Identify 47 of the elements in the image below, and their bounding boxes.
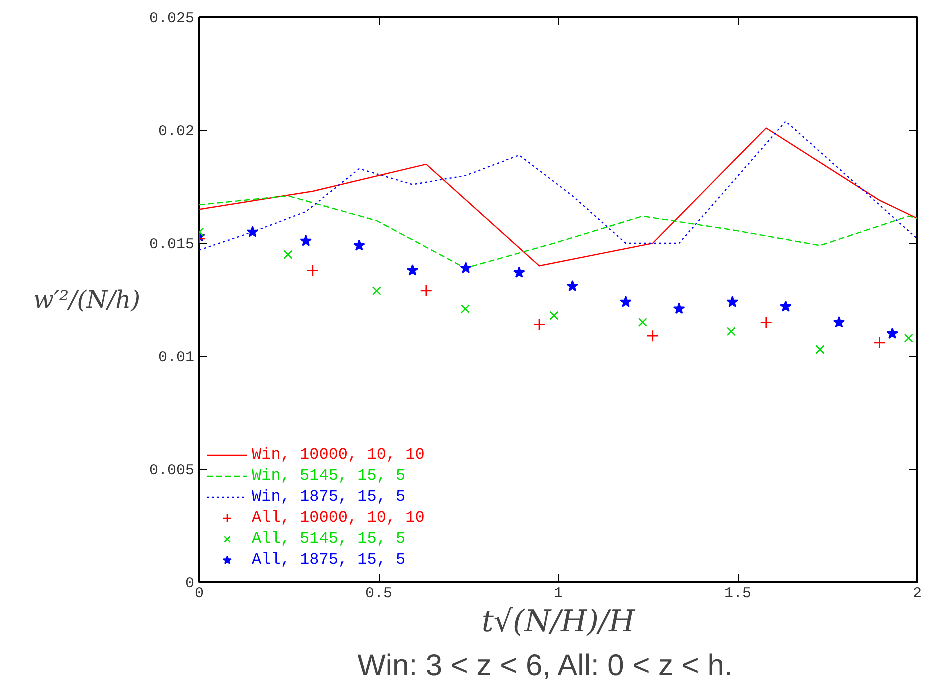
y-tick-label: 0.02 bbox=[158, 124, 195, 140]
point bbox=[816, 345, 825, 354]
point bbox=[420, 284, 433, 298]
point bbox=[460, 304, 470, 314]
point bbox=[284, 250, 293, 260]
point bbox=[460, 262, 472, 274]
point bbox=[904, 334, 914, 343]
legend-label: Win, 5145, 15, 5 bbox=[252, 467, 406, 485]
x-tick-label: 2 bbox=[913, 586, 922, 602]
line-series bbox=[200, 128, 918, 267]
point bbox=[673, 302, 686, 314]
x-axis-title: t√(N/H)/H bbox=[482, 604, 636, 640]
point bbox=[760, 316, 773, 329]
legend-label: All, 5145, 15, 5 bbox=[252, 530, 406, 548]
point bbox=[638, 318, 648, 328]
point bbox=[620, 296, 632, 308]
point bbox=[780, 300, 792, 312]
point bbox=[533, 318, 546, 332]
legend-label: All, 10000, 10, 10 bbox=[252, 509, 425, 527]
point bbox=[372, 286, 382, 296]
point bbox=[300, 235, 312, 246]
legend-label: Win, 1875, 15, 5 bbox=[252, 488, 406, 506]
point bbox=[874, 336, 886, 350]
y-tick-label: 0.025 bbox=[149, 10, 195, 28]
x-tick-label: 1 bbox=[554, 586, 564, 602]
y-tick-label: 0.01 bbox=[158, 350, 195, 366]
y-tick-label: 0.015 bbox=[149, 236, 195, 254]
point bbox=[886, 328, 898, 339]
point bbox=[566, 280, 579, 292]
point bbox=[833, 316, 846, 328]
point bbox=[246, 226, 259, 238]
point bbox=[306, 264, 320, 277]
point bbox=[727, 327, 736, 336]
point bbox=[646, 330, 660, 342]
point bbox=[513, 266, 526, 278]
point bbox=[550, 311, 559, 320]
point bbox=[726, 296, 738, 308]
legend-label: Win, 10000, 10, 10 bbox=[252, 446, 425, 464]
line-series bbox=[200, 120, 918, 251]
point bbox=[406, 264, 419, 276]
legend-label: All, 1875, 15, 5 bbox=[252, 551, 406, 569]
x-tick-label: 1.5 bbox=[724, 586, 752, 602]
y-tick-label: 0.005 bbox=[149, 462, 195, 480]
point bbox=[354, 240, 366, 251]
y-axis-title: w′²/(N/h) bbox=[34, 286, 140, 314]
text: Win: 3 < z < 6, All: 0 < z < h. bbox=[358, 650, 733, 682]
x-tick-label: 0.5 bbox=[366, 586, 393, 602]
